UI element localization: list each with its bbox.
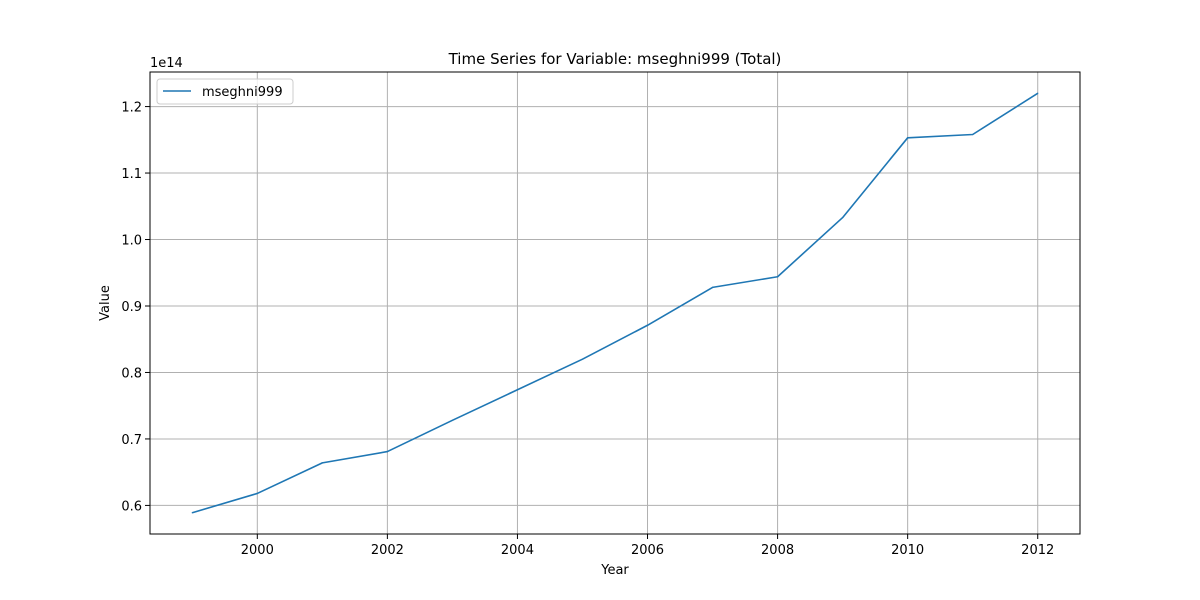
legend: mseghni999 <box>156 78 294 105</box>
series-line <box>192 92 1039 514</box>
x-tick-label: 2000 <box>241 543 274 558</box>
data-point <box>711 286 714 288</box>
y-tick-label: 0.9 <box>121 300 142 315</box>
y-tick-label: 0.6 <box>121 499 142 514</box>
data-point <box>516 389 519 391</box>
data-point <box>972 133 974 136</box>
plot-frame <box>149 71 1081 535</box>
chart-title: Time Series for Variable: mseghni999 (To… <box>448 50 782 68</box>
x-tick-label: 2004 <box>501 543 534 558</box>
data-point <box>191 512 193 514</box>
data-point <box>646 324 649 326</box>
data-point <box>1037 92 1039 94</box>
x-tick-label: 2012 <box>1021 543 1054 558</box>
y-tick-label: 1.0 <box>121 234 142 249</box>
y-tick-label: 0.7 <box>121 433 142 448</box>
x-tick-label: 2010 <box>891 543 924 558</box>
x-tick-label: 2008 <box>761 543 794 558</box>
data-point <box>842 216 844 219</box>
data-point <box>581 358 584 360</box>
grid <box>150 72 1080 534</box>
data-point <box>321 462 323 464</box>
y-tick-label: 1.2 <box>121 101 142 116</box>
data-point <box>907 137 909 139</box>
data-point <box>386 450 388 453</box>
legend-label: mseghni999 <box>202 85 283 100</box>
x-tick-label: 2002 <box>371 543 404 558</box>
x-tick-label: 2006 <box>631 543 664 558</box>
y-axis-offset-label: 1e14 <box>150 56 183 71</box>
series-layer <box>191 92 1039 514</box>
ticks: 2000 2002 2004 2006 2008 2010 2012 0.6 0.7 0.8 0.9… <box>121 101 1054 558</box>
data-point <box>256 492 258 495</box>
data-point <box>451 419 454 421</box>
legend-box <box>156 78 294 105</box>
y-tick-label: 0.8 <box>121 366 142 381</box>
x-axis-label: Year <box>600 563 629 578</box>
y-tick-label: 1.1 <box>121 167 142 182</box>
data-point <box>776 276 779 278</box>
y-axis-label: Value <box>98 285 113 321</box>
